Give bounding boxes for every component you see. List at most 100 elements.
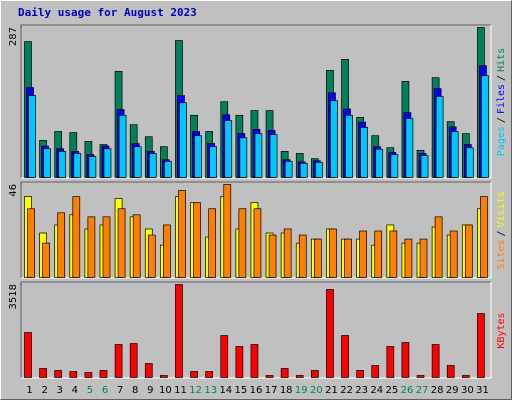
bar	[253, 208, 262, 278]
bar	[178, 190, 186, 278]
bar	[103, 148, 112, 178]
bar	[313, 238, 322, 278]
bar	[477, 313, 485, 378]
legend-separator: /	[496, 75, 507, 81]
x-tick-label: 10	[159, 385, 172, 396]
x-tick-label: 14	[219, 385, 232, 396]
legend: Sites / Visits	[496, 191, 507, 269]
bar	[132, 214, 141, 278]
bar	[330, 100, 338, 178]
bar	[163, 224, 171, 278]
x-tick-label: 1	[26, 385, 32, 396]
x-tick-label: 22	[340, 385, 353, 396]
bar	[193, 202, 201, 278]
bar	[239, 137, 248, 178]
legend-entry: Hits	[496, 48, 507, 72]
bar	[24, 332, 32, 378]
bar	[416, 375, 425, 378]
bar	[480, 196, 488, 278]
y-tick-label: 46	[8, 184, 19, 197]
bar	[133, 146, 142, 178]
x-tick-label: 20	[310, 385, 323, 396]
bar	[449, 230, 458, 278]
bar	[238, 208, 247, 278]
bar	[220, 335, 229, 378]
panel-border-light	[21, 182, 492, 279]
bar	[235, 346, 244, 378]
x-tick-label: 27	[416, 385, 429, 396]
bar	[389, 230, 398, 278]
bar	[386, 346, 395, 378]
bar	[175, 284, 183, 378]
bar	[118, 114, 127, 178]
bar	[446, 365, 455, 378]
legend-entry: Visits	[496, 191, 507, 227]
bar	[27, 208, 35, 278]
x-tick-label: 18	[280, 385, 293, 396]
x-tick-label: 7	[117, 385, 123, 396]
legend: KBytes	[496, 312, 507, 348]
x-tick-label: 25	[386, 385, 399, 396]
y-tick-label: 3518	[8, 284, 19, 309]
x-tick-label: 28	[431, 385, 444, 396]
x-tick-label: 23	[355, 385, 368, 396]
bar	[326, 289, 334, 378]
bar	[147, 234, 156, 278]
bar	[405, 118, 414, 178]
bar	[179, 102, 187, 178]
bar	[164, 160, 172, 178]
bar	[223, 184, 232, 278]
bar	[114, 344, 123, 378]
bar	[69, 371, 78, 378]
bar	[464, 224, 473, 278]
panel-border-light	[21, 282, 492, 379]
x-tick-label: 11	[174, 385, 187, 396]
bar	[465, 147, 474, 178]
bar	[390, 154, 399, 178]
bar	[310, 370, 319, 378]
legend-entry: KBytes	[496, 312, 507, 348]
bar	[461, 375, 470, 378]
bar	[314, 161, 323, 178]
bar	[344, 238, 352, 278]
bar	[205, 371, 214, 378]
bar	[43, 148, 51, 178]
panel-border-dark	[20, 281, 491, 378]
x-tick-label: 24	[370, 385, 383, 396]
chart-title: Daily usage for August 2023	[18, 6, 197, 19]
x-tick-label: 5	[87, 385, 93, 396]
panel-border-light	[21, 25, 492, 179]
panel-border-dark	[20, 181, 491, 278]
bar	[129, 343, 138, 378]
x-tick-label: 2	[41, 385, 47, 396]
bar	[254, 133, 263, 178]
x-tick-label: 13	[204, 385, 217, 396]
bar	[401, 342, 410, 378]
legend-separator: /	[496, 230, 507, 236]
bar	[224, 120, 233, 178]
bar	[269, 134, 278, 178]
bar	[356, 370, 364, 378]
bar	[481, 75, 489, 178]
x-tick-label: 16	[250, 385, 263, 396]
legend-entry: Files	[496, 84, 507, 114]
bar	[194, 135, 202, 178]
bar	[58, 151, 67, 178]
bar	[99, 370, 108, 378]
bar	[359, 230, 367, 278]
bar	[209, 146, 218, 178]
bar	[283, 228, 292, 278]
bar	[117, 208, 126, 278]
bar	[88, 156, 97, 178]
bar	[371, 365, 380, 378]
bar	[295, 375, 304, 378]
x-tick-label: 4	[72, 385, 78, 396]
legend-entry: Sites	[496, 240, 507, 270]
bar	[265, 375, 274, 378]
x-tick-label: 26	[401, 385, 414, 396]
bar	[434, 216, 443, 278]
bar	[298, 234, 307, 278]
